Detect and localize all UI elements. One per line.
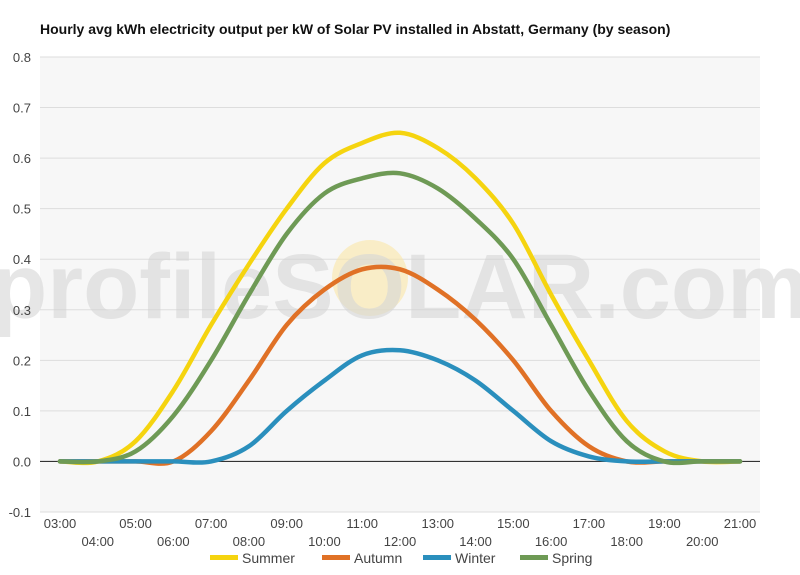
- x-tick-label: 06:00: [157, 534, 190, 549]
- legend-item-winter[interactable]: Winter: [423, 550, 496, 566]
- x-tick-label: 12:00: [384, 534, 417, 549]
- y-tick-label: 0.5: [13, 202, 31, 217]
- y-tick-label: 0.7: [13, 101, 31, 116]
- legend-item-summer[interactable]: Summer: [210, 550, 295, 566]
- x-tick-label: 21:00: [724, 516, 757, 531]
- chart-title: Hourly avg kWh electricity output per kW…: [40, 21, 670, 37]
- y-tick-label: 0.6: [13, 151, 31, 166]
- series-line-spring[interactable]: [57, 170, 743, 466]
- watermark-sun-icon: [332, 240, 408, 316]
- y-axis: -0.1 0.0 0.1 0.2 0.3 0.4 0.5 0.6 0.7 0.8: [9, 50, 31, 520]
- x-tick-label: 11:00: [346, 516, 378, 531]
- y-tick-label: 0.8: [13, 50, 31, 65]
- legend-label: Winter: [455, 550, 496, 566]
- x-tick-label: 20:00: [686, 534, 719, 549]
- x-tick-label: 04:00: [82, 534, 115, 549]
- series-layer: [57, 130, 743, 466]
- legend[interactable]: Summer Autumn Winter Spring: [210, 550, 592, 566]
- y-tick-label: 0.0: [13, 454, 31, 469]
- legend-item-autumn[interactable]: Autumn: [322, 550, 402, 566]
- x-tick-label: 19:00: [648, 516, 681, 531]
- x-tick-label: 17:00: [573, 516, 606, 531]
- x-axis: 03:00 04:00 05:00 06:00 07:00 08:00 09:00 10:00…: [44, 516, 757, 549]
- x-tick-label: 18:00: [610, 534, 643, 549]
- legend-item-spring[interactable]: Spring: [520, 550, 592, 566]
- legend-swatch: [210, 555, 238, 560]
- x-tick-label: 09:00: [270, 516, 303, 531]
- x-tick-label: 07:00: [195, 516, 228, 531]
- legend-label: Summer: [242, 550, 295, 566]
- watermark: profileSOLAR.com: [0, 236, 800, 338]
- series-line-summer[interactable]: [57, 130, 743, 466]
- x-tick-label: 16:00: [535, 534, 568, 549]
- legend-label: Spring: [552, 550, 592, 566]
- y-tick-label: -0.1: [9, 505, 31, 520]
- x-tick-label: 10:00: [308, 534, 341, 549]
- y-tick-label: 0.2: [13, 353, 31, 368]
- x-tick-label: 03:00: [44, 516, 77, 531]
- y-tick-label: 0.3: [13, 303, 31, 318]
- y-tick-label: 0.4: [13, 252, 31, 267]
- legend-swatch: [322, 555, 350, 560]
- legend-swatch: [520, 555, 548, 560]
- y-tick-label: 0.1: [13, 404, 31, 419]
- x-tick-label: 15:00: [497, 516, 530, 531]
- series-line-winter[interactable]: [57, 347, 743, 465]
- x-tick-label: 14:00: [459, 534, 492, 549]
- grid: [40, 56, 760, 513]
- legend-swatch: [423, 555, 451, 560]
- x-tick-label: 13:00: [422, 516, 455, 531]
- legend-label: Autumn: [354, 550, 402, 566]
- x-tick-label: 05:00: [119, 516, 152, 531]
- x-tick-label: 08:00: [233, 534, 266, 549]
- watermark-text: profileSOLAR.com: [0, 236, 800, 338]
